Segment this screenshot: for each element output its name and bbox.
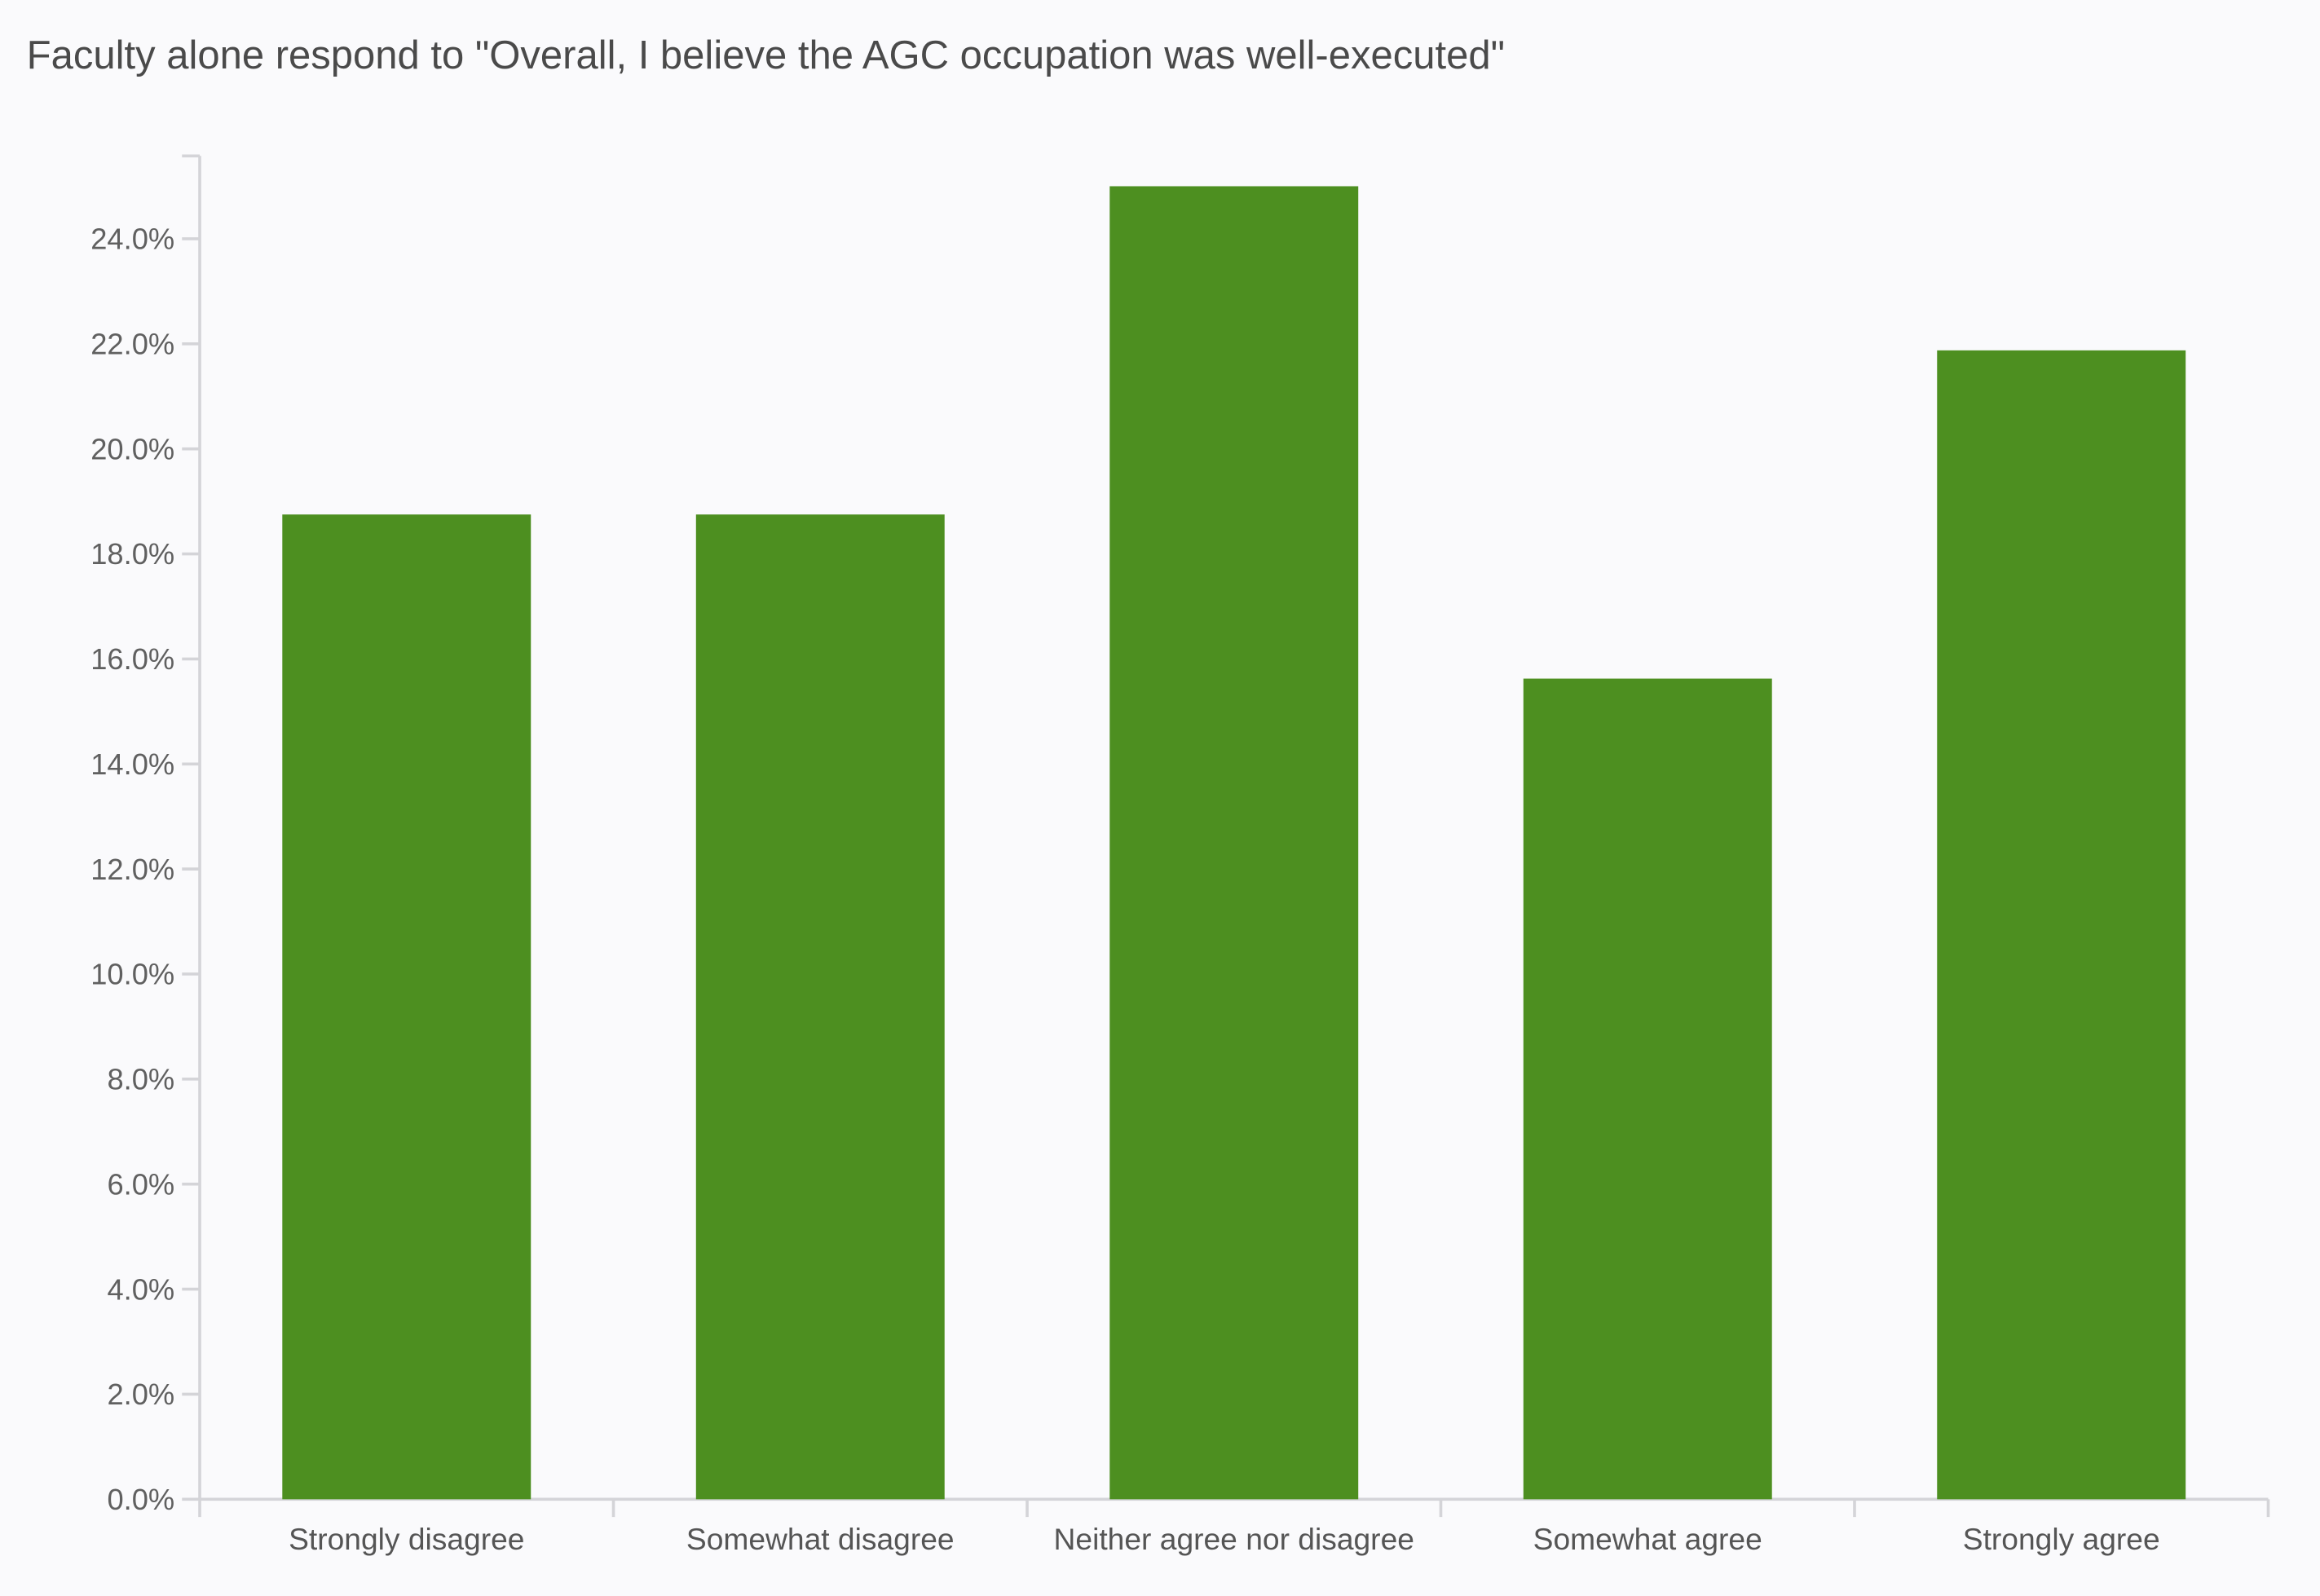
y-tick-label: 8.0%: [107, 1063, 174, 1096]
y-tick-label: 12.0%: [90, 853, 174, 886]
y-tick-label: 16.0%: [90, 642, 174, 676]
bar: [282, 514, 531, 1500]
y-tick-label: 4.0%: [107, 1272, 174, 1306]
bar: [695, 514, 945, 1500]
y-tick-label: 2.0%: [107, 1378, 174, 1411]
y-tick-label: 0.0%: [107, 1483, 174, 1516]
y-tick-label: 18.0%: [90, 537, 174, 571]
x-category-label: Strongly agree: [1963, 1522, 2160, 1556]
x-category-label: Strongly disagree: [289, 1522, 524, 1556]
x-category-label: Somewhat disagree: [686, 1522, 955, 1556]
bar: [1109, 186, 1359, 1500]
x-category-label: Neither agree nor disagree: [1054, 1522, 1414, 1556]
y-tick-label: 24.0%: [90, 223, 174, 256]
y-tick-label: 6.0%: [107, 1167, 174, 1201]
bar: [1937, 350, 2186, 1500]
chart-title: Faculty alone respond to "Overall, I bel…: [27, 33, 1505, 77]
y-tick-label: 10.0%: [90, 958, 174, 991]
y-tick-label: 22.0%: [90, 327, 174, 360]
x-category-label: Somewhat agree: [1533, 1522, 1762, 1556]
y-tick-label: 14.0%: [90, 747, 174, 781]
y-tick-label: 20.0%: [90, 432, 174, 465]
bar: [1523, 678, 1772, 1500]
